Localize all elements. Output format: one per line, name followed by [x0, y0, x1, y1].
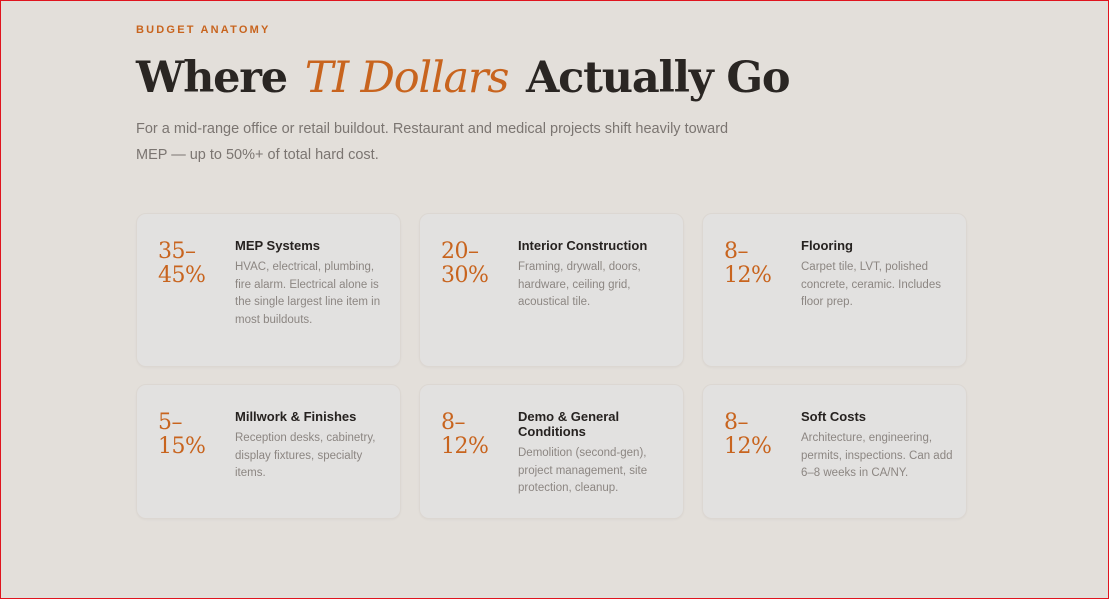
section-subtitle: For a mid-range office or retail buildou… — [136, 121, 729, 163]
budget-range: 5–15% — [158, 410, 206, 459]
budget-card-mep: 35–45% MEP Systems HVAC, electrical, plu… — [136, 213, 401, 367]
budget-card-flooring: 8–12% Flooring Carpet tile, LVT, polishe… — [702, 213, 967, 367]
budget-range: 8–12% — [441, 410, 489, 459]
card-description: Reception desks, cabinetry, display fixt… — [235, 432, 376, 479]
budget-range: 35–45% — [158, 239, 206, 288]
title-prefix: Where — [136, 53, 288, 103]
budget-range: 20–30% — [441, 239, 489, 288]
card-title: Flooring — [801, 238, 853, 253]
budget-card-interior-construction: 20–30% Interior Construction Framing, dr… — [419, 213, 684, 367]
card-body: Millwork & Finishes Reception desks, cab… — [235, 409, 387, 483]
card-title: Demo & General Conditions — [518, 409, 620, 439]
card-body: Flooring Carpet tile, LVT, polished conc… — [801, 238, 953, 312]
card-description: Carpet tile, LVT, polished concrete, cer… — [801, 261, 941, 308]
budget-card-soft-costs: 8–12% Soft Costs Architecture, engineeri… — [702, 384, 967, 519]
budget-card-demo-general-conditions: 8–12% Demo & General Conditions Demoliti… — [419, 384, 684, 519]
card-body: Demo & General Conditions Demolition (se… — [518, 409, 670, 498]
budget-range: 8–12% — [724, 239, 772, 288]
card-body: Soft Costs Architecture, engineering, pe… — [801, 409, 953, 483]
budget-card-grid: 35–45% MEP Systems HVAC, electrical, plu… — [136, 213, 967, 519]
section-title: Where TI Dollars Actually Go — [136, 50, 791, 106]
title-suffix: Actually Go — [525, 53, 791, 103]
title-accent: TI Dollars — [304, 53, 510, 103]
budget-card-millwork: 5–15% Millwork & Finishes Reception desk… — [136, 384, 401, 519]
card-title: Millwork & Finishes — [235, 409, 357, 424]
card-body: Interior Construction Framing, drywall, … — [518, 238, 670, 312]
card-description: Framing, drywall, doors, hardware, ceili… — [518, 261, 641, 308]
budget-range: 8–12% — [724, 410, 772, 459]
card-description: HVAC, electrical, plumbing, fire alarm. … — [235, 261, 381, 326]
card-description: Architecture, engineering, permits, insp… — [801, 432, 953, 479]
section-eyebrow: BUDGET ANATOMY — [136, 24, 271, 36]
card-description: Demolition (second-gen), project managem… — [518, 447, 648, 494]
card-body: MEP Systems HVAC, electrical, plumbing, … — [235, 238, 387, 329]
card-title: MEP Systems — [235, 238, 321, 253]
card-title: Soft Costs — [801, 409, 866, 424]
card-title: Interior Construction — [518, 238, 648, 253]
